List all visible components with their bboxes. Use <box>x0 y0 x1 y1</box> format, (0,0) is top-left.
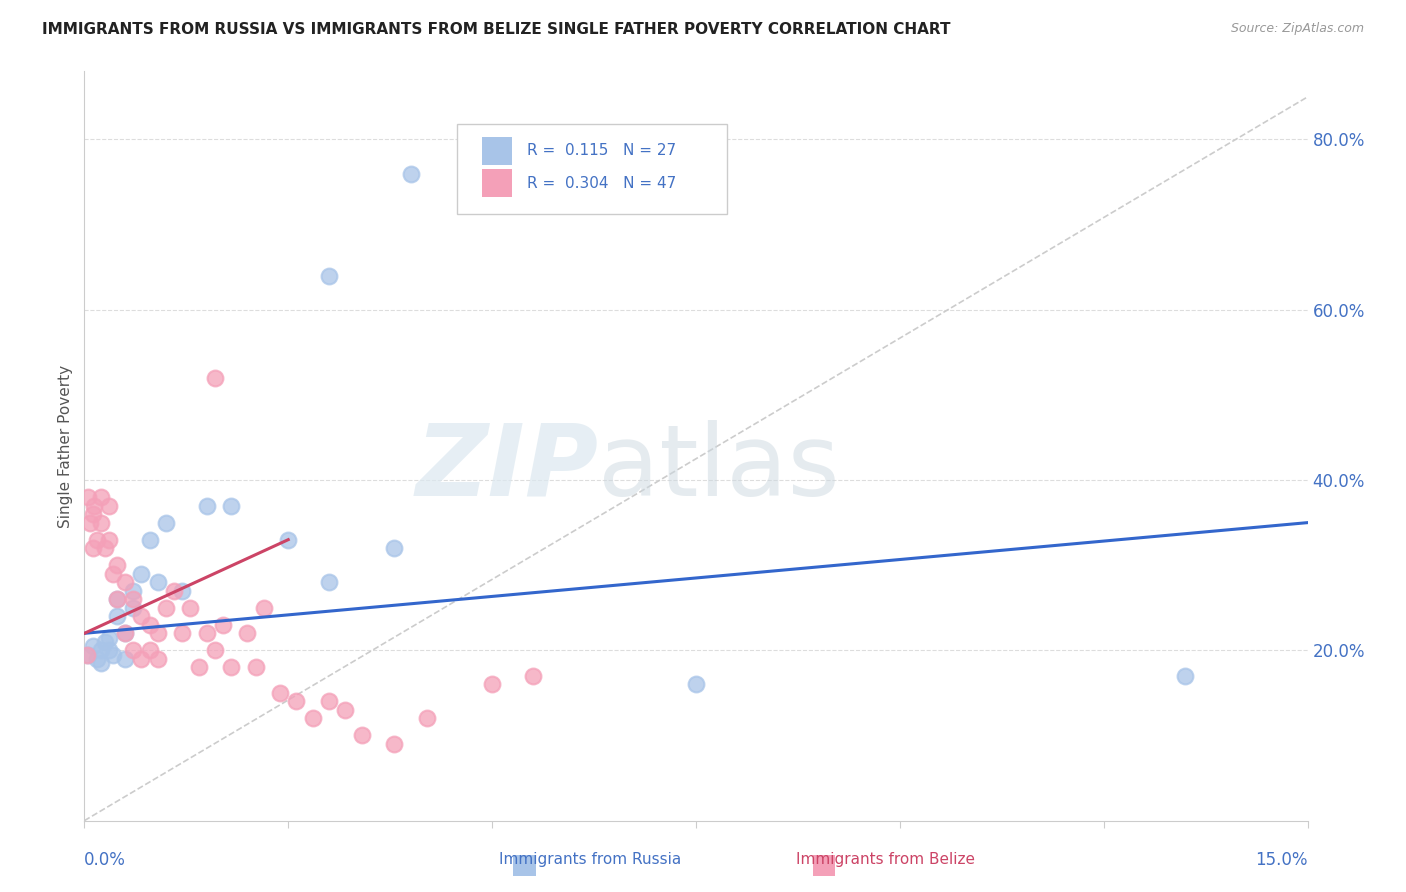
Point <box>172 626 194 640</box>
Text: Source: ZipAtlas.com: Source: ZipAtlas.com <box>1230 22 1364 36</box>
Point <box>82 541 104 556</box>
Point <box>146 575 169 590</box>
Point <box>131 609 153 624</box>
Text: R =  0.304   N = 47: R = 0.304 N = 47 <box>527 176 676 191</box>
Point <box>131 652 153 666</box>
Point <box>138 617 160 632</box>
Point <box>122 643 145 657</box>
Point <box>90 656 112 670</box>
Point <box>105 609 128 624</box>
Point <box>146 652 169 666</box>
Point <box>114 626 136 640</box>
Point <box>97 533 120 547</box>
Text: R =  0.115   N = 27: R = 0.115 N = 27 <box>527 144 676 158</box>
Text: atlas: atlas <box>598 420 839 517</box>
Point <box>105 558 128 573</box>
Point <box>138 643 160 657</box>
Point <box>179 600 201 615</box>
Point <box>146 626 169 640</box>
Point <box>236 626 259 640</box>
Point <box>685 677 707 691</box>
Point <box>77 648 100 662</box>
Point <box>101 566 124 581</box>
Point <box>114 652 136 666</box>
Text: 15.0%: 15.0% <box>1256 851 1308 869</box>
Point <box>187 660 209 674</box>
Point <box>83 499 105 513</box>
Point <box>114 575 136 590</box>
Point <box>82 507 104 521</box>
Point <box>114 626 136 640</box>
Point <box>86 533 108 547</box>
Point <box>97 499 120 513</box>
Point <box>269 686 291 700</box>
Point <box>105 592 128 607</box>
Point <box>318 575 340 590</box>
Point <box>350 729 373 743</box>
Point <box>416 711 439 725</box>
Point <box>382 541 405 556</box>
Point <box>86 652 108 666</box>
Text: Immigrants from Belize: Immigrants from Belize <box>796 852 976 867</box>
Text: ZIP: ZIP <box>415 420 598 517</box>
Point <box>245 660 267 674</box>
Point <box>105 592 128 607</box>
FancyBboxPatch shape <box>482 136 513 165</box>
Point <box>318 268 340 283</box>
Text: 0.0%: 0.0% <box>84 851 127 869</box>
Point <box>172 583 194 598</box>
Point <box>76 648 98 662</box>
Point <box>1174 669 1197 683</box>
Point <box>481 677 503 691</box>
Point <box>82 639 104 653</box>
Point <box>122 583 145 598</box>
FancyBboxPatch shape <box>457 124 727 214</box>
Text: IMMIGRANTS FROM RUSSIA VS IMMIGRANTS FROM BELIZE SINGLE FATHER POVERTY CORRELATI: IMMIGRANTS FROM RUSSIA VS IMMIGRANTS FRO… <box>42 22 950 37</box>
Point <box>90 643 112 657</box>
Point <box>138 533 160 547</box>
Point <box>93 635 115 649</box>
Point <box>97 631 120 645</box>
Point <box>204 643 226 657</box>
Point <box>79 516 101 530</box>
Point <box>212 617 235 632</box>
Point <box>195 626 218 640</box>
Point <box>285 694 308 708</box>
Point <box>318 694 340 708</box>
Y-axis label: Single Father Poverty: Single Father Poverty <box>58 365 73 527</box>
Point <box>382 737 405 751</box>
Point <box>399 167 422 181</box>
Point <box>155 600 177 615</box>
Point <box>219 660 242 674</box>
Point <box>93 541 115 556</box>
Text: Immigrants from Russia: Immigrants from Russia <box>499 852 682 867</box>
Point <box>253 600 276 615</box>
Point <box>131 566 153 581</box>
Point <box>195 499 218 513</box>
Point <box>335 703 357 717</box>
Point <box>522 669 544 683</box>
Point <box>90 490 112 504</box>
Point <box>122 592 145 607</box>
Point <box>101 648 124 662</box>
Point <box>155 516 177 530</box>
Point <box>163 583 186 598</box>
Point <box>219 499 242 513</box>
FancyBboxPatch shape <box>482 169 513 197</box>
Point <box>301 711 323 725</box>
Point <box>204 371 226 385</box>
Point <box>97 643 120 657</box>
Point <box>122 600 145 615</box>
Point <box>90 516 112 530</box>
Point <box>277 533 299 547</box>
Point <box>77 490 100 504</box>
